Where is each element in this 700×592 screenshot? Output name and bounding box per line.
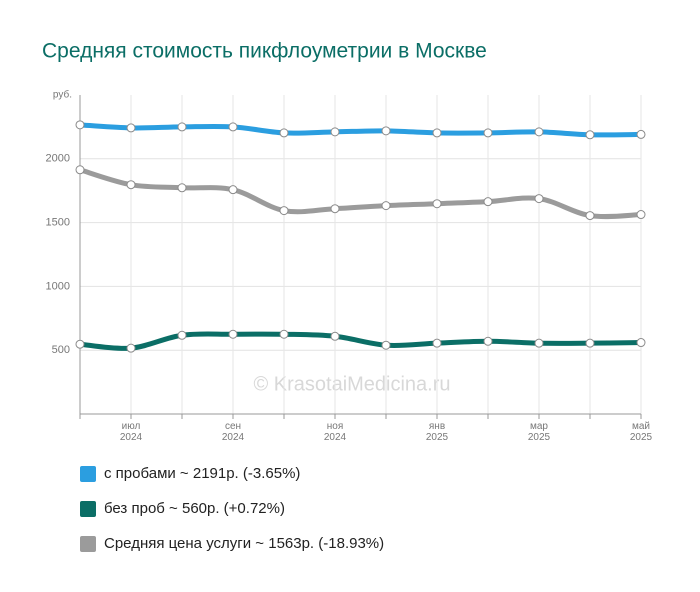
chart-title: Средняя стоимость пикфлоуметрии в Москве bbox=[42, 40, 487, 63]
point bbox=[228, 185, 238, 195]
legend-label: Средняя цена услуги ~ 1563р. (-18.93%) bbox=[104, 535, 384, 552]
line bbox=[77, 122, 644, 138]
y-unit-label: руб. bbox=[53, 89, 72, 101]
point bbox=[636, 338, 646, 348]
x-tick-label: май 2025 bbox=[630, 421, 653, 443]
point bbox=[534, 127, 544, 137]
point bbox=[177, 122, 187, 132]
legend-swatch bbox=[80, 466, 96, 482]
point bbox=[483, 197, 493, 207]
point bbox=[75, 120, 85, 130]
point bbox=[279, 206, 289, 216]
point bbox=[585, 338, 595, 348]
point bbox=[432, 199, 442, 209]
legend-label: с пробами ~ 2191р. (-3.65%) bbox=[104, 465, 300, 482]
point bbox=[330, 331, 340, 341]
y-tick-label: 500 bbox=[52, 344, 70, 356]
point bbox=[585, 130, 595, 140]
point bbox=[279, 128, 289, 138]
x-tick-label: ноя 2024 bbox=[324, 421, 347, 443]
point bbox=[126, 343, 136, 353]
point bbox=[585, 211, 595, 221]
point bbox=[126, 180, 136, 190]
point bbox=[330, 204, 340, 214]
x-tick-label: янв 2025 bbox=[426, 421, 449, 443]
point bbox=[636, 129, 646, 139]
point bbox=[228, 329, 238, 339]
point bbox=[75, 165, 85, 175]
y-tick-label: 1500 bbox=[46, 217, 70, 229]
x-tick-label: июл 2024 bbox=[120, 421, 143, 443]
line bbox=[77, 331, 644, 351]
point bbox=[534, 338, 544, 348]
point bbox=[381, 201, 391, 211]
legend-swatch bbox=[80, 501, 96, 517]
point bbox=[177, 183, 187, 193]
legend-label: без проб ~ 560р. (+0.72%) bbox=[104, 500, 285, 517]
x-tick-label: сен 2024 bbox=[222, 421, 245, 443]
legend-swatch bbox=[80, 536, 96, 552]
y-tick-label: 2000 bbox=[46, 153, 70, 165]
point bbox=[330, 127, 340, 137]
watermark: © KrasotaiMedicina.ru bbox=[253, 373, 450, 395]
x-tick-label: мар 2025 bbox=[528, 421, 551, 443]
point bbox=[381, 340, 391, 350]
point bbox=[381, 126, 391, 136]
point bbox=[126, 123, 136, 133]
point bbox=[75, 339, 85, 349]
point bbox=[483, 128, 493, 138]
line bbox=[77, 167, 644, 220]
point bbox=[432, 128, 442, 138]
point bbox=[177, 330, 187, 340]
point bbox=[636, 210, 646, 220]
point bbox=[534, 194, 544, 204]
point bbox=[279, 329, 289, 339]
y-tick-label: 1000 bbox=[46, 280, 70, 292]
point bbox=[483, 336, 493, 346]
point bbox=[228, 122, 238, 132]
point bbox=[432, 338, 442, 348]
